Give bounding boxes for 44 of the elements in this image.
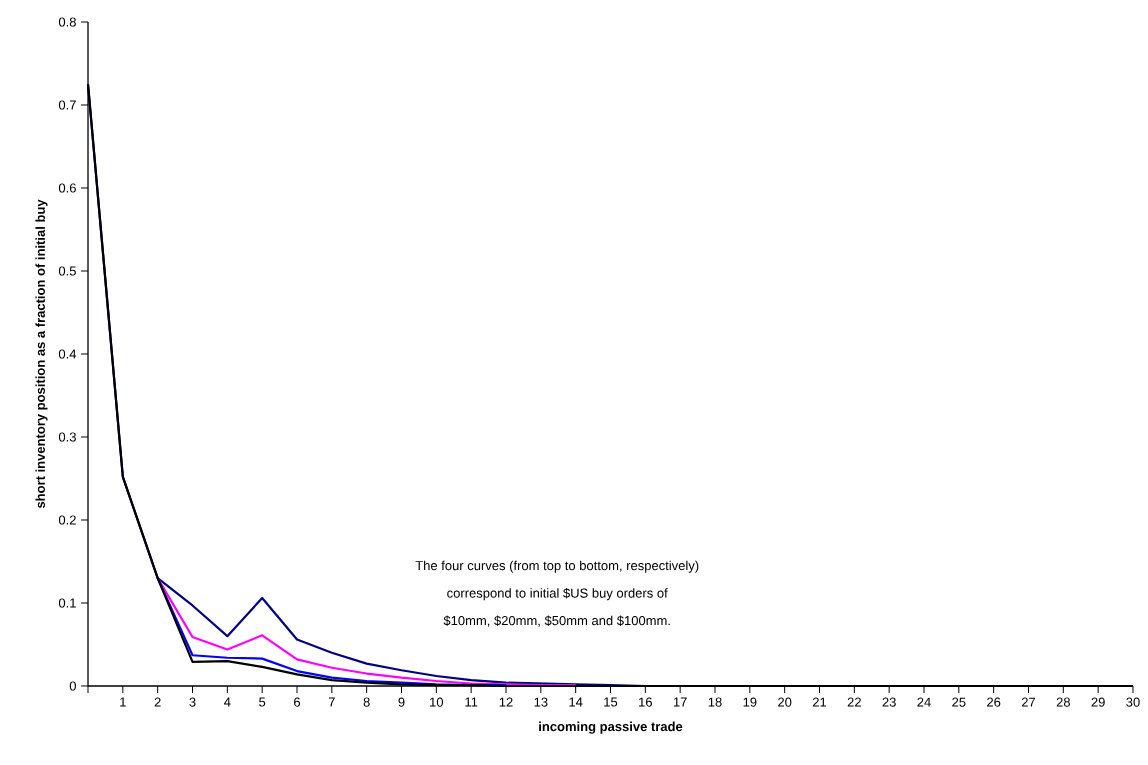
y-tick-label: 0.3 (58, 432, 76, 442)
x-tick-label: 6 (294, 697, 301, 707)
x-tick-label: 28 (1056, 697, 1070, 707)
y-tick-label: 0.1 (58, 598, 76, 608)
annotation: $10mm, $20mm, $50mm and $100mm. (443, 615, 670, 627)
x-tick-label: 1 (120, 697, 126, 707)
y-tick-label: 0.7 (58, 100, 76, 110)
y-tick-label: 0.8 (58, 17, 76, 27)
y-tick-label: 0.2 (58, 515, 76, 525)
x-tick-label: 30 (1126, 697, 1140, 707)
x-tick-label: 15 (604, 697, 618, 707)
annotation: correspond to initial $US buy orders of (447, 587, 668, 601)
x-tick-label: 10 (430, 697, 444, 707)
x-tick-label: 5 (259, 697, 266, 707)
x-tick-label: 17 (673, 697, 687, 707)
annotation: The four curves (from top to bottom, respectively) (415, 560, 699, 573)
x-tick-label: 18 (708, 697, 722, 707)
x-tick-label: 9 (398, 697, 405, 707)
x-tick-label: 3 (189, 697, 196, 707)
x-tick-label: 19 (743, 697, 757, 707)
y-tick-label: 0.4 (58, 349, 77, 359)
y-axis-title: short inventory position as a fraction of initial buy (35, 199, 48, 509)
x-tick-label: 16 (639, 697, 652, 707)
y-tick-label: 0.5 (58, 266, 76, 276)
x-tick-label: 7 (328, 697, 335, 707)
x-tick-label: 24 (917, 697, 931, 707)
x-axis-title: incoming passive trade (539, 721, 683, 734)
y-tick-label: 0 (69, 681, 76, 691)
x-tick-label: 2 (154, 697, 161, 707)
x-tick-label: 4 (224, 697, 231, 707)
x-tick-label: 23 (882, 697, 896, 707)
x-tick-label: 8 (363, 697, 370, 707)
x-tick-label: 11 (465, 697, 478, 707)
y-tick-label: 0.6 (58, 183, 76, 193)
x-tick-label: 29 (1091, 697, 1105, 707)
x-tick-label: 22 (847, 697, 861, 707)
x-tick-label: 27 (1021, 697, 1036, 707)
x-tick-label: 21 (812, 697, 827, 707)
x-tick-label: 26 (987, 697, 1001, 707)
x-tick-label: 25 (952, 697, 966, 707)
x-tick-label: 20 (778, 697, 792, 707)
x-tick-label: 12 (499, 697, 513, 707)
x-tick-label: 13 (534, 697, 548, 707)
x-tick-label: 14 (569, 697, 583, 707)
